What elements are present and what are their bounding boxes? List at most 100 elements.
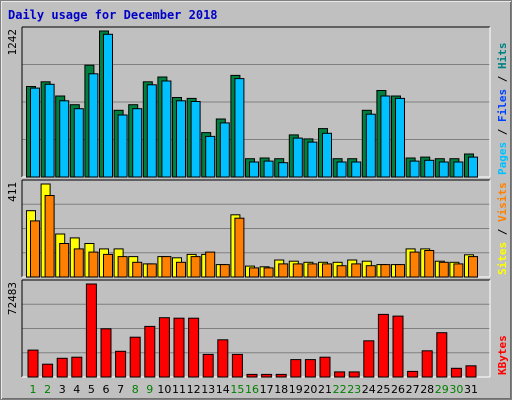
bar-visits-day-24: [365, 265, 376, 278]
bar-files-day-21: [322, 132, 332, 178]
bar-visits-day-22: [336, 265, 347, 278]
x-tick-label-day-8: 8: [132, 383, 139, 396]
x-tick-label-day-4: 4: [73, 383, 80, 396]
bar-visits-day-8: [132, 261, 143, 278]
bar-kbytes-day-5: [85, 283, 97, 378]
x-tick-label-day-15: 15: [230, 383, 244, 396]
bar-files-day-19: [292, 137, 303, 178]
x-tick-label-day-28: 28: [420, 383, 434, 396]
bar-kbytes-day-6: [100, 328, 112, 378]
bar-files-day-4: [73, 108, 84, 178]
bar-files-day-14: [219, 122, 230, 178]
bar-files-day-22: [336, 161, 347, 178]
bar-files-day-5: [88, 73, 99, 178]
legend-entry: Sites: [496, 242, 509, 275]
bar-visits-day-12: [190, 256, 201, 278]
bar-kbytes-day-11: [173, 317, 185, 378]
bar-visits-day-25: [380, 264, 391, 278]
bar-kbytes-day-22: [334, 371, 346, 378]
legend-entry: KBytes: [496, 335, 509, 375]
bar-visits-day-6: [103, 253, 113, 278]
bar-kbytes-day-13: [202, 353, 214, 378]
legend-entry: /: [496, 122, 509, 142]
bar-files-day-6: [103, 33, 113, 178]
legend-entry: Hits: [496, 43, 509, 70]
bar-files-day-8: [132, 108, 143, 178]
bar-visits-day-4: [73, 248, 84, 278]
bar-kbytes-day-7: [115, 350, 127, 378]
bar-visits-day-30: [453, 263, 464, 278]
bar-visits-day-31: [468, 256, 478, 278]
bar-visits-day-5: [88, 251, 99, 278]
bar-kbytes-day-26: [392, 315, 404, 378]
bar-kbytes-day-19: [290, 359, 302, 378]
bar-files-day-12: [190, 101, 201, 178]
bar-kbytes-day-17: [261, 373, 273, 378]
bar-visits-day-15: [234, 217, 245, 278]
bar-visits-day-13: [205, 251, 216, 278]
bar-files-day-31: [468, 156, 478, 178]
bar-files-day-13: [205, 135, 216, 178]
bar-files-day-3: [59, 100, 70, 178]
x-tick-label-day-14: 14: [216, 383, 230, 396]
bar-files-day-15: [234, 78, 245, 178]
bar-kbytes-day-25: [377, 313, 389, 378]
bar-visits-day-20: [307, 263, 318, 278]
bar-files-day-16: [249, 161, 259, 178]
x-tick-label-day-27: 27: [406, 383, 420, 396]
bar-files-day-2: [44, 83, 55, 178]
legend-entry: Files: [496, 89, 509, 122]
x-tick-label-day-18: 18: [274, 383, 288, 396]
x-tick-label-day-16: 16: [245, 383, 259, 396]
bar-files-day-20: [307, 141, 318, 178]
bar-visits-day-3: [59, 243, 70, 278]
bar-kbytes-day-10: [158, 317, 170, 378]
bar-kbytes-day-16: [246, 373, 258, 378]
bar-visits-day-1: [30, 220, 40, 278]
x-tick-label-day-12: 12: [187, 383, 201, 396]
x-tick-label-day-26: 26: [391, 383, 405, 396]
bar-kbytes-day-28: [421, 350, 433, 378]
x-tick-label-day-1: 1: [30, 383, 37, 396]
bar-kbytes-day-21: [319, 356, 331, 378]
x-tick-label-day-7: 7: [117, 383, 124, 396]
bar-files-day-11: [176, 100, 186, 178]
bar-kbytes-day-14: [217, 339, 229, 378]
x-tick-label-day-3: 3: [59, 383, 66, 396]
x-tick-label-day-31: 31: [464, 383, 478, 396]
x-tick-label-day-2: 2: [44, 383, 51, 396]
bar-files-day-30: [453, 161, 464, 178]
legend-kbytes: KBytes: [496, 335, 509, 375]
bar-kbytes-day-12: [188, 317, 200, 378]
x-tick-label-day-30: 30: [449, 383, 463, 396]
bar-visits-day-10: [161, 256, 172, 278]
bar-visits-day-16: [249, 267, 259, 278]
x-tick-label-day-24: 24: [362, 383, 376, 396]
bar-visits-day-27: [409, 251, 420, 278]
x-tick-label-day-5: 5: [88, 383, 95, 396]
bar-kbytes-day-4: [71, 356, 83, 378]
bar-files-day-28: [424, 159, 435, 178]
bar-visits-day-14: [219, 264, 230, 278]
x-tick-label-day-23: 23: [347, 383, 361, 396]
bar-files-day-25: [380, 95, 391, 178]
legend-entry: /: [496, 222, 509, 242]
legend-entry: /: [496, 69, 509, 89]
bar-kbytes-day-18: [275, 373, 287, 378]
bar-visits-day-19: [292, 263, 303, 278]
bar-visits-day-11: [176, 261, 186, 278]
bar-files-day-9: [146, 84, 157, 178]
bar-kbytes-day-20: [304, 359, 316, 378]
x-tick-label-day-6: 6: [103, 383, 110, 396]
bar-visits-day-9: [146, 263, 157, 278]
legend-hits-files: Pages / Files / Hits: [496, 43, 509, 176]
bar-visits-day-23: [351, 263, 362, 278]
x-tick-label-day-19: 19: [289, 383, 303, 396]
bar-files-day-23: [351, 161, 362, 178]
x-tick-label-day-13: 13: [201, 383, 215, 396]
bar-kbytes-day-8: [129, 336, 141, 378]
legend-entry: Pages: [496, 142, 509, 175]
bar-files-day-10: [161, 80, 172, 178]
x-tick-label-day-21: 21: [318, 383, 332, 396]
